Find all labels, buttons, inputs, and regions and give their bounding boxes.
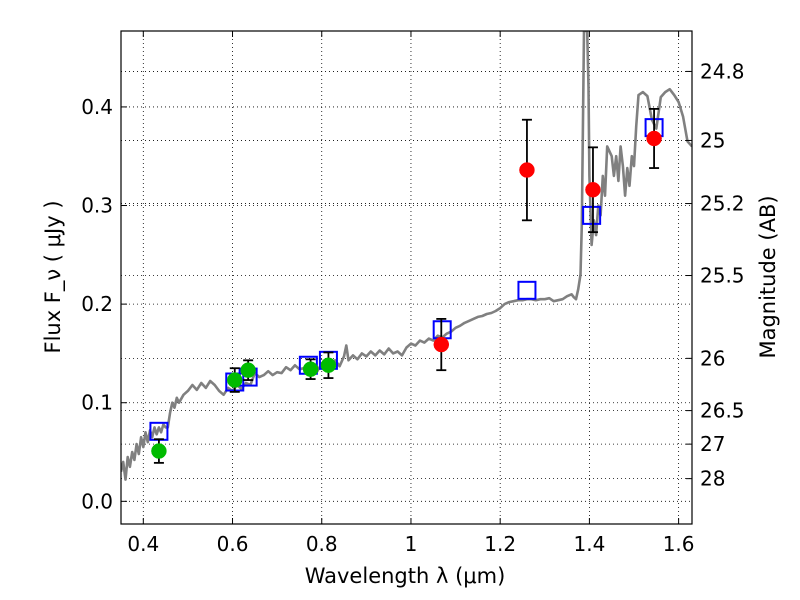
- data-point: [151, 443, 167, 459]
- x-tick-label: 1: [405, 532, 418, 556]
- x-tick-label: 1.2: [484, 532, 516, 556]
- y-axis-label: Flux F_ν ( μJy ): [41, 200, 66, 353]
- model-photometry-square: [517, 280, 537, 300]
- grid: [121, 31, 692, 524]
- y-tick-label: 0.3: [81, 194, 113, 218]
- x-tick-label: 1.4: [573, 532, 605, 556]
- y-tick-label: 0.0: [81, 489, 113, 513]
- mag-tick-label: 25.5: [700, 264, 745, 288]
- x-tick-label: 0.8: [306, 532, 338, 556]
- mag-tick-label: 26: [700, 346, 725, 370]
- y-tick-label: 0.4: [81, 95, 113, 119]
- plot-frame: [120, 30, 693, 525]
- x-tick-label: 0.6: [217, 532, 249, 556]
- mag-tick-label: 24.8: [700, 59, 745, 83]
- spectrum-series: [121, 31, 692, 481]
- model-photometry-square: [582, 205, 602, 225]
- data-point: [519, 162, 535, 178]
- data-point: [320, 357, 337, 374]
- mag-tick-label: 25.2: [700, 192, 745, 216]
- mag-tick-label: 28: [700, 467, 725, 491]
- x-axis-label: Wavelength λ (μm): [305, 564, 506, 588]
- mag-tick-label: 27: [700, 432, 725, 456]
- data-point: [433, 336, 450, 353]
- axis-ticks: 0.4 0.6 0.8 1 1.2 1.4 1.6 0.0 0.1 0.2 0.3 0.4 24.8 25…: [81, 31, 745, 556]
- x-tick-label: 0.4: [127, 532, 159, 556]
- data-point: [646, 130, 662, 147]
- y-tick-label: 0.1: [81, 391, 113, 415]
- spectrum-line: [121, 31, 692, 481]
- data-point: [302, 361, 319, 377]
- mag-tick-label: 26.5: [700, 399, 745, 423]
- plot-area: [121, 31, 692, 481]
- data-point: [240, 362, 256, 378]
- right-axis-label: Magnitude (AB): [756, 195, 780, 358]
- data-point: [227, 372, 243, 388]
- mag-tick-label: 25: [700, 128, 725, 152]
- data-point: [585, 181, 601, 198]
- observed-photometry-series: [151, 107, 662, 464]
- x-tick-label: 1.6: [663, 532, 695, 556]
- y-tick-label: 0.2: [81, 292, 113, 316]
- model-photometry-series: [149, 118, 664, 441]
